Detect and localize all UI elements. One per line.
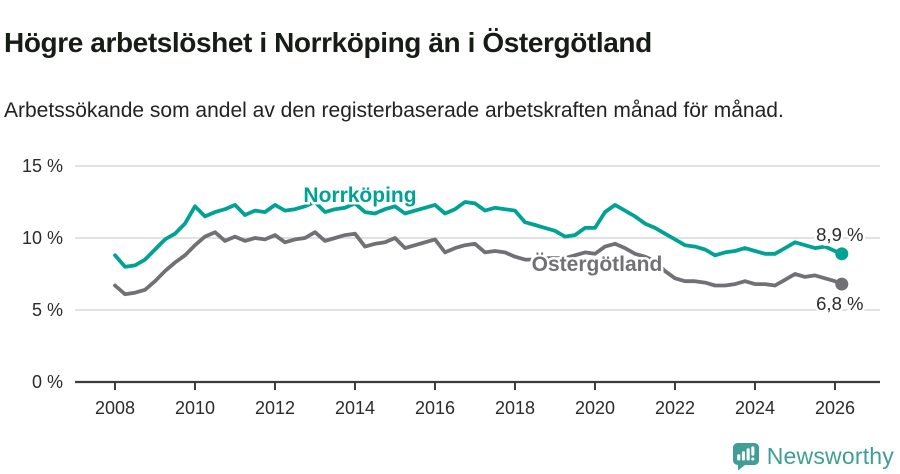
y-tick-label-10: 10 % — [22, 228, 63, 248]
chart-subtitle: Arbetssökande som andel av den registerb… — [4, 99, 784, 122]
x-tick-label-2014: 2014 — [335, 398, 375, 418]
y-tick-label-15: 15 % — [22, 156, 63, 176]
page-title: Högre arbetslöshet i Norrköping än i Öst… — [4, 26, 652, 58]
x-tick-label-2020: 2020 — [575, 398, 615, 418]
y-tick-label-0: 0 % — [32, 372, 63, 392]
x-tick-label-2012: 2012 — [255, 398, 295, 418]
series-label-norrkoping: Norrköping — [303, 184, 416, 207]
x-tick-label-2010: 2010 — [175, 398, 215, 418]
end-value-label-norrkoping: 8,9 % — [816, 224, 863, 245]
x-tick-label-2026: 2026 — [815, 398, 855, 418]
series-end-dot-ostergotland — [835, 277, 849, 291]
newsworthy-logo[interactable]: Newsworthy — [732, 442, 894, 471]
newsworthy-bubble-chart-icon — [732, 443, 759, 471]
series-line-norrkoping — [113, 200, 844, 269]
x-tick-label-2016: 2016 — [415, 398, 455, 418]
newsworthy-wordmark: Newsworthy — [766, 443, 894, 469]
x-tick-label-2024: 2024 — [735, 398, 775, 418]
x-tick-label-2022: 2022 — [655, 398, 695, 418]
y-tick-label-5: 5 % — [32, 300, 63, 320]
series-end-dot-norrkoping — [835, 247, 849, 261]
series-label-ostergotland: Östergötland — [532, 253, 663, 276]
end-value-label-ostergotland: 6,8 % — [816, 293, 863, 314]
x-tick-label-2018: 2018 — [495, 398, 535, 418]
x-tick-label-2008: 2008 — [95, 398, 135, 418]
series-line-ostergotland — [113, 230, 844, 297]
